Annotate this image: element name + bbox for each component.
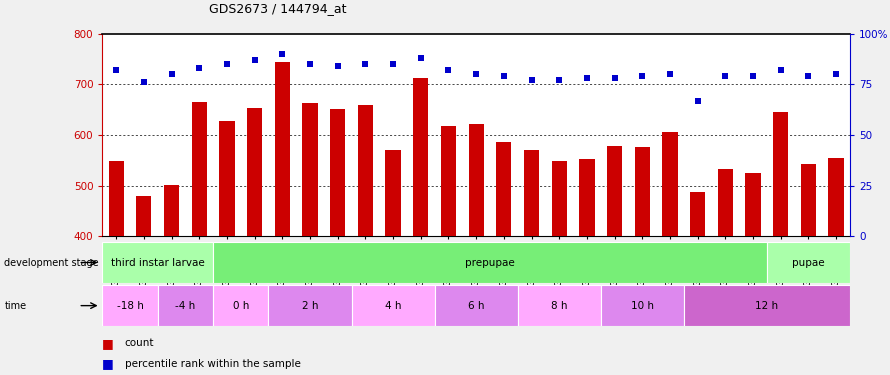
Bar	[601, 285, 684, 326]
Bar	[219, 122, 235, 236]
Point	[746, 73, 760, 79]
Point	[718, 73, 732, 79]
Bar	[607, 146, 622, 236]
Bar	[524, 150, 539, 236]
Text: 0 h: 0 h	[232, 301, 249, 310]
Text: prepupae: prepupae	[465, 258, 515, 267]
Point	[275, 51, 289, 57]
Bar	[684, 285, 850, 326]
Bar	[413, 78, 428, 236]
Point	[109, 67, 124, 73]
Bar	[746, 173, 761, 236]
Point	[829, 71, 843, 77]
Text: time: time	[4, 301, 27, 310]
Text: pupae: pupae	[792, 258, 825, 267]
Text: ■: ■	[102, 357, 114, 370]
Point	[469, 71, 483, 77]
Bar	[468, 124, 484, 236]
Point	[691, 98, 705, 104]
Bar	[275, 62, 290, 236]
Text: third instar larvae: third instar larvae	[111, 258, 205, 267]
Bar	[102, 242, 213, 283]
Bar	[213, 285, 269, 326]
Bar	[773, 112, 789, 236]
Bar	[109, 161, 124, 236]
Bar	[191, 102, 206, 236]
Point	[524, 77, 538, 83]
Point	[330, 63, 344, 69]
Bar	[518, 285, 601, 326]
Text: count: count	[125, 338, 154, 348]
Bar	[102, 285, 158, 326]
Text: -4 h: -4 h	[175, 301, 196, 310]
Text: percentile rank within the sample: percentile rank within the sample	[125, 359, 301, 369]
Text: -18 h: -18 h	[117, 301, 143, 310]
Point	[386, 61, 400, 67]
Bar	[717, 170, 733, 236]
Bar	[303, 103, 318, 236]
Point	[552, 77, 566, 83]
Bar	[164, 184, 179, 236]
Point	[359, 61, 373, 67]
Bar	[690, 192, 705, 236]
Bar	[136, 196, 151, 236]
Point	[192, 65, 206, 71]
Bar	[635, 147, 650, 236]
Text: 2 h: 2 h	[302, 301, 319, 310]
Text: ■: ■	[102, 337, 114, 350]
Text: development stage: development stage	[4, 258, 99, 267]
Bar	[801, 164, 816, 236]
Text: 4 h: 4 h	[384, 301, 401, 310]
Point	[579, 75, 594, 81]
Bar	[358, 105, 373, 236]
Point	[608, 75, 622, 81]
Bar	[330, 109, 345, 236]
Bar	[213, 242, 767, 283]
Text: 12 h: 12 h	[756, 301, 779, 310]
Bar	[552, 161, 567, 236]
Bar	[352, 285, 434, 326]
Point	[635, 73, 650, 79]
Point	[497, 73, 511, 79]
Bar	[497, 142, 512, 236]
Text: 8 h: 8 h	[551, 301, 568, 310]
Text: GDS2673 / 144794_at: GDS2673 / 144794_at	[209, 2, 346, 15]
Point	[773, 67, 788, 73]
Bar	[385, 150, 400, 236]
Point	[165, 71, 179, 77]
Bar	[158, 285, 213, 326]
Text: 6 h: 6 h	[468, 301, 484, 310]
Bar	[662, 132, 677, 236]
Bar	[247, 108, 263, 236]
Text: 10 h: 10 h	[631, 301, 654, 310]
Point	[220, 61, 234, 67]
Bar	[579, 159, 595, 236]
Bar	[269, 285, 352, 326]
Point	[663, 71, 677, 77]
Point	[247, 57, 262, 63]
Point	[303, 61, 317, 67]
Bar	[441, 126, 456, 236]
Point	[441, 67, 456, 73]
Point	[137, 80, 151, 86]
Point	[801, 73, 815, 79]
Bar	[434, 285, 518, 326]
Bar	[767, 242, 850, 283]
Bar	[829, 158, 844, 236]
Point	[414, 55, 428, 61]
